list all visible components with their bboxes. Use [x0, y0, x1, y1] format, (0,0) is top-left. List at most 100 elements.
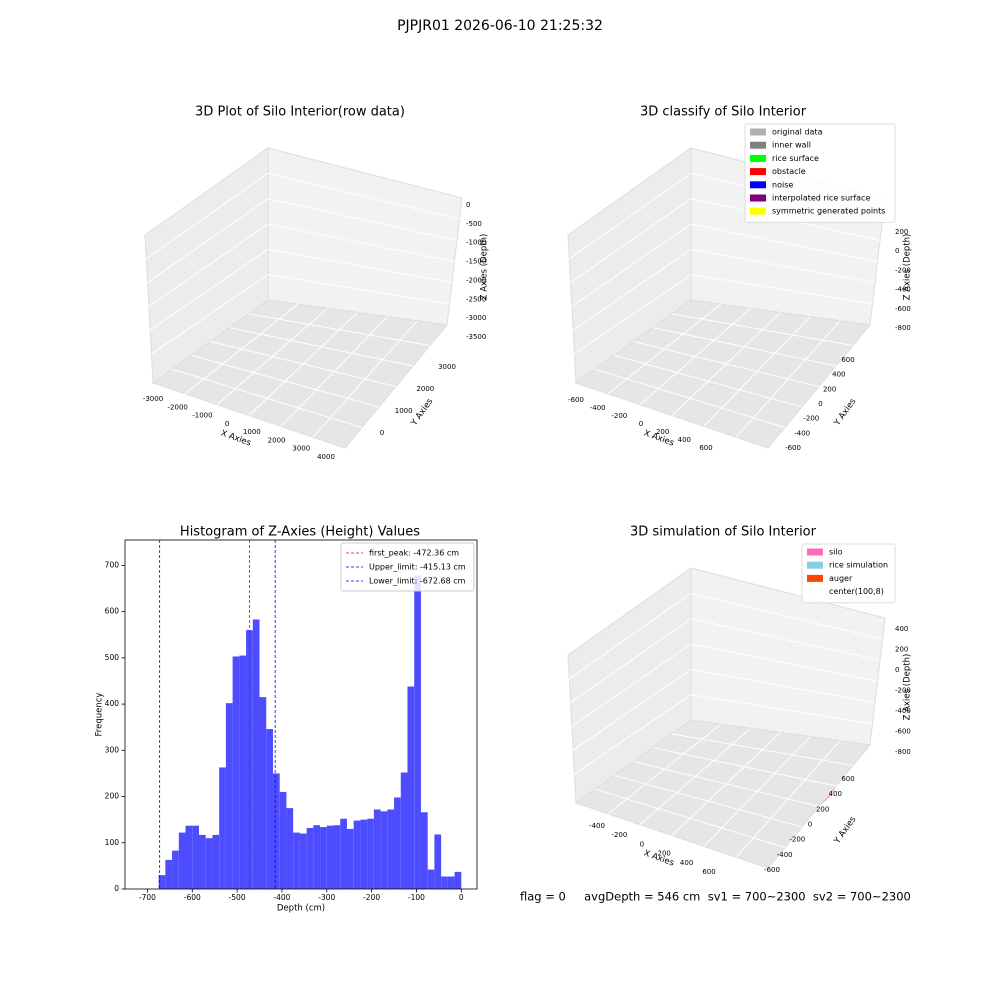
x-tick-label: -600 — [184, 893, 201, 902]
y-tick-label: 600 — [105, 607, 120, 616]
y-tick-label: 0 — [818, 400, 822, 408]
z-axis-label: Z Axies (Depth) — [903, 654, 913, 721]
legend-swatch — [750, 194, 766, 202]
legend-label: Upper_limit: -415.13 cm — [369, 563, 466, 572]
bar — [172, 850, 179, 889]
z-tick-label: 0 — [895, 247, 899, 255]
x-tick-label: -1000 — [192, 412, 212, 420]
suptitle: PJPJR01 2026-06-10 21:25:32 — [397, 18, 603, 34]
y-tick-label: 0 — [114, 884, 119, 893]
y-tick-label: 200 — [823, 385, 836, 393]
y-tick-label: -200 — [803, 415, 819, 423]
legend-swatch — [807, 548, 823, 556]
z-tick-label: 200 — [895, 646, 908, 654]
bar — [158, 875, 166, 889]
bar — [454, 871, 462, 889]
chart-title: Histogram of Z-Axies (Height) Values — [180, 525, 420, 540]
pane-grid — [567, 198, 692, 285]
pane-grid — [690, 694, 873, 725]
pane-grid — [144, 172, 269, 261]
x-tick-label: 200 — [658, 850, 671, 858]
pane-grid — [248, 313, 431, 346]
x-tick-label: 400 — [680, 859, 693, 867]
bar — [266, 729, 273, 889]
z-tick-label: -800 — [895, 324, 911, 332]
pane-grid — [267, 274, 450, 305]
legend-box — [744, 123, 896, 223]
bar — [420, 812, 428, 889]
x-tick-label: -400 — [589, 822, 605, 830]
legend-swatch — [750, 128, 766, 136]
x-tick-label: -400 — [273, 893, 290, 902]
legend-label: first_peak: -472.36 cm — [369, 549, 459, 558]
z-tick-label: 400 — [895, 625, 908, 633]
legend-label: Lower_limit: -672.68 cm — [369, 577, 466, 586]
pane-grid — [567, 274, 692, 359]
y-tick-label: 100 — [105, 838, 120, 847]
y-tick-label: 200 — [105, 792, 120, 801]
legend-swatch — [807, 561, 823, 569]
z-axis-label: Z Axies (Depth) — [903, 234, 913, 301]
y-tick-label: 300 — [105, 745, 120, 754]
z-tick-label: -500 — [466, 220, 482, 228]
legend-swatch — [750, 168, 766, 176]
bar — [346, 828, 354, 889]
legend-box — [801, 543, 896, 604]
bar — [427, 869, 435, 889]
bar — [360, 819, 368, 889]
z-axis-label: Z Axies (Depth) — [480, 234, 490, 301]
y-tick-label: -400 — [794, 429, 810, 437]
legend-label: rice simulation — [829, 561, 888, 570]
bar — [400, 772, 408, 889]
bar — [367, 818, 374, 889]
bar — [232, 656, 240, 889]
y-tick-label: 700 — [105, 560, 120, 569]
legend-label: rice surface — [772, 154, 819, 163]
z-tick-label: -3000 — [466, 314, 486, 322]
bar — [252, 619, 260, 889]
x-tick-label: 600 — [699, 444, 712, 452]
x-tick-label: 3000 — [292, 445, 310, 453]
bar — [394, 797, 401, 889]
pane-grid — [690, 274, 873, 305]
pane-grid — [671, 733, 854, 766]
z-tick-label: 0 — [895, 666, 899, 674]
bar — [380, 811, 388, 889]
pane-grid — [690, 592, 883, 640]
pane-grid — [144, 274, 269, 359]
pane-grid — [144, 248, 269, 335]
y-tick-label: 500 — [105, 653, 120, 662]
bar — [407, 686, 415, 889]
x-tick-label: 0 — [639, 420, 643, 428]
pane-grid — [690, 668, 876, 704]
legend-box — [340, 542, 475, 592]
bar — [340, 818, 347, 889]
x-tick-label: 2000 — [268, 436, 286, 444]
bar — [441, 876, 448, 889]
x-tick-label: -200 — [363, 893, 380, 902]
pane-grid — [267, 198, 458, 241]
bar — [192, 825, 199, 889]
y-tick-label: -600 — [785, 444, 801, 452]
y-axis-label: Frequency — [95, 693, 105, 737]
legend-swatch — [750, 181, 766, 189]
legend-label: center(100,8) — [829, 587, 884, 596]
z-tick-label: -800 — [895, 748, 911, 756]
bar — [293, 832, 300, 889]
bar — [353, 820, 361, 889]
legend-label: obstacle — [772, 167, 806, 176]
legend-label: inner wall — [772, 141, 811, 150]
y-tick-label: 2000 — [416, 385, 434, 393]
bar — [225, 703, 233, 889]
legend-label: interpolated rice surface — [772, 194, 870, 203]
bar — [414, 575, 421, 889]
pane-grid — [144, 223, 269, 310]
bar — [373, 809, 381, 889]
bar — [205, 838, 213, 889]
z-tick-label: -1500 — [466, 258, 486, 266]
pane-grid — [567, 248, 692, 335]
x-tick-label: 400 — [678, 436, 691, 444]
pane-grid — [690, 248, 876, 284]
legend-label: auger — [829, 574, 853, 583]
